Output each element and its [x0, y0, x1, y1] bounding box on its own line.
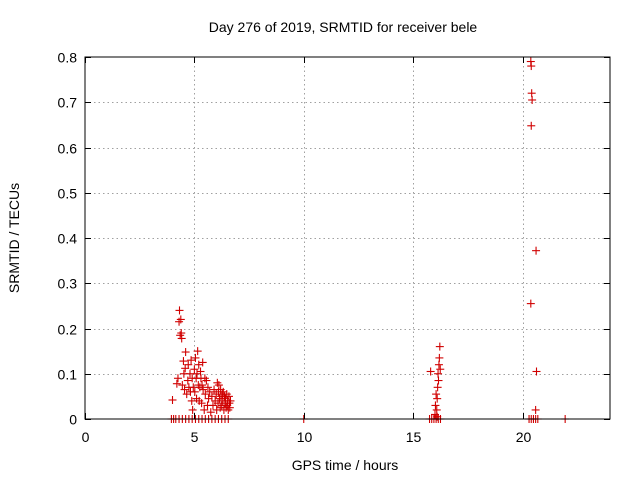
chart-title: Day 276 of 2019, SRMTID for receiver bel… — [209, 19, 478, 35]
x-tick-label: 10 — [297, 429, 313, 445]
data-point — [426, 367, 435, 376]
data-point — [434, 360, 443, 369]
data-point — [188, 405, 197, 414]
data-point — [179, 357, 188, 366]
data-point — [190, 365, 199, 374]
y-tick-label: 0.2 — [58, 322, 78, 338]
data-point — [199, 385, 208, 394]
x-tick-label: 15 — [406, 429, 422, 445]
data-point — [183, 376, 192, 385]
x-axis-label: GPS time / hours — [292, 457, 399, 473]
data-point — [175, 306, 184, 315]
y-tick-label: 0.6 — [58, 141, 78, 157]
data-point — [434, 369, 443, 378]
data-point — [226, 396, 235, 405]
y-tick-label: 0.8 — [58, 50, 78, 66]
data-point — [528, 95, 537, 104]
data-point — [191, 353, 200, 362]
data-point — [532, 367, 541, 376]
data-point — [198, 381, 207, 390]
data-point — [168, 395, 177, 404]
x-tick-label: 0 — [82, 429, 90, 445]
data-point — [180, 385, 189, 394]
grid-lines — [85, 57, 610, 419]
data-point — [201, 390, 210, 399]
data-point — [200, 405, 209, 414]
data-point — [224, 392, 233, 401]
data-point — [181, 348, 190, 357]
data-point — [186, 369, 194, 378]
data-point — [187, 356, 196, 365]
x-tick-label: 20 — [516, 429, 532, 445]
data-point — [435, 353, 444, 362]
data-point — [205, 387, 214, 396]
data-point — [198, 358, 207, 367]
data-point — [432, 405, 441, 414]
data-point — [526, 299, 535, 308]
y-tick-label: 0.5 — [58, 186, 78, 202]
y-tick-label: 0 — [69, 412, 77, 428]
data-point — [532, 246, 541, 255]
y-axis-tick-labels: 0 0.1 0.2 0.3 0.4 0.5 0.6 0.7 0.8 — [58, 50, 78, 428]
x-tick-label: 5 — [191, 429, 199, 445]
data-point — [196, 367, 205, 376]
y-tick-label: 0.1 — [58, 367, 78, 383]
data-point — [434, 376, 443, 385]
data-point — [433, 394, 442, 403]
data-point — [214, 381, 223, 390]
y-tick-label: 0.7 — [58, 95, 78, 111]
data-point — [431, 401, 440, 410]
y-tick-label: 0.3 — [58, 276, 78, 292]
data-point — [176, 315, 185, 324]
data-point — [172, 379, 181, 388]
data-point — [433, 383, 442, 392]
data-point — [193, 347, 202, 356]
data-point — [208, 401, 217, 410]
data-point — [435, 342, 444, 351]
data-point — [190, 387, 199, 396]
data-point — [527, 62, 536, 71]
data-point — [178, 381, 187, 390]
data-point — [184, 360, 193, 369]
data-point — [173, 374, 182, 383]
y-axis-label: SRMTID / TECUs — [6, 183, 22, 293]
data-point — [207, 392, 216, 401]
data-point — [202, 376, 211, 385]
data-point — [225, 403, 234, 412]
data-point — [436, 365, 445, 374]
data-point — [432, 390, 441, 399]
axis-ticks — [85, 57, 610, 420]
data-point — [197, 399, 206, 408]
data-point — [531, 405, 540, 414]
y-tick-label: 0.4 — [58, 231, 78, 247]
data-point — [203, 383, 212, 392]
data-point — [527, 121, 536, 130]
data-point — [206, 408, 215, 417]
data-point — [187, 396, 196, 405]
data-point — [177, 329, 186, 338]
x-axis-tick-labels: 0 5 10 15 20 — [82, 429, 532, 445]
data-points — [167, 57, 570, 423]
data-point — [527, 89, 536, 98]
